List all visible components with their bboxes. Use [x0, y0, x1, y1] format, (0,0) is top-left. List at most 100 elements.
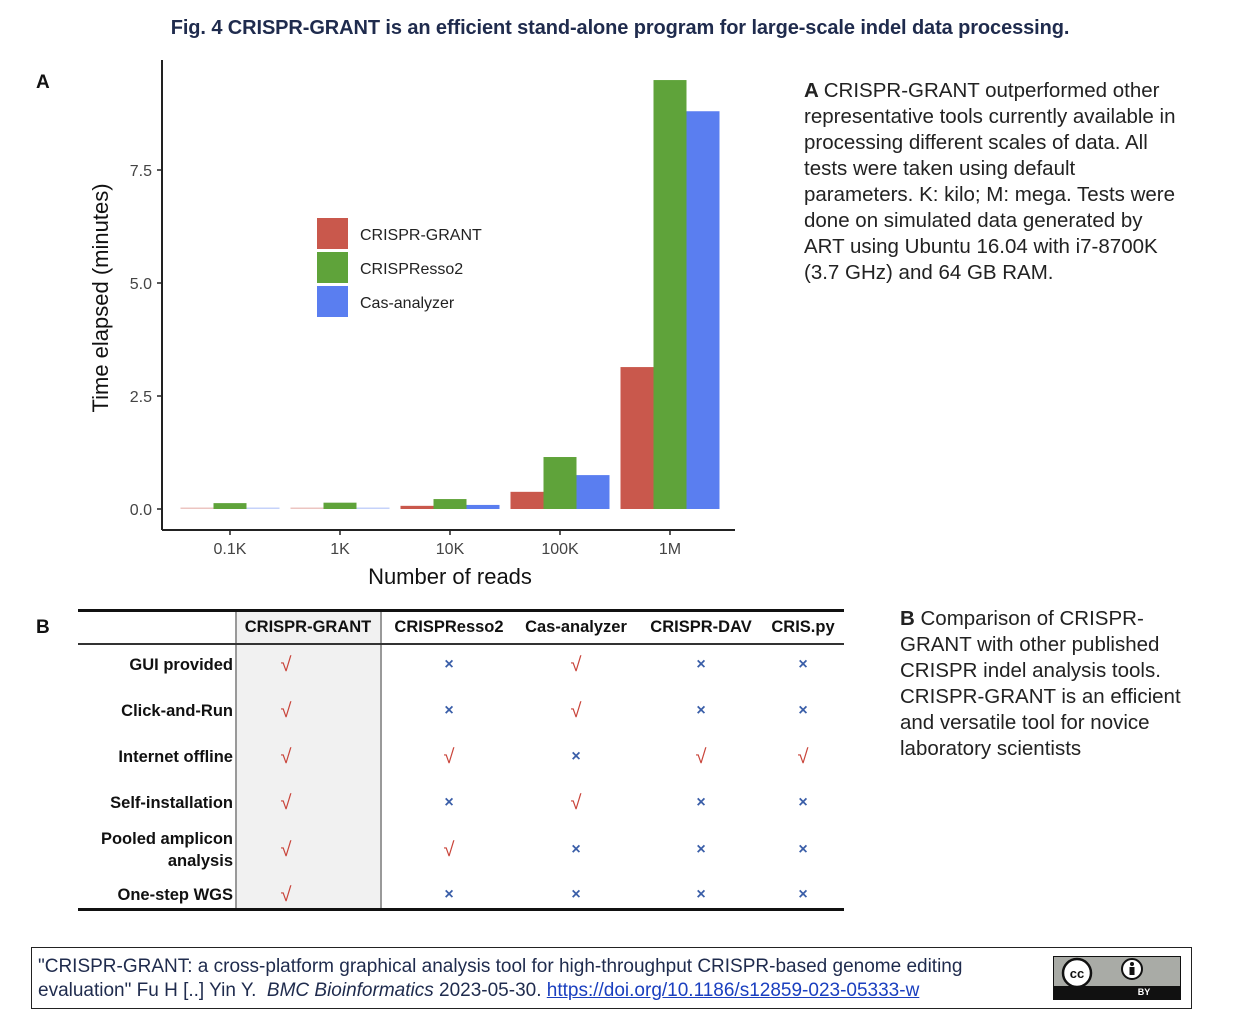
bar	[400, 505, 434, 509]
check-icon: √	[280, 792, 292, 814]
cross-icon: ×	[696, 886, 706, 903]
panel-a-caption-line: processing different scales of data. All	[804, 131, 1148, 154]
panel-a-caption-line: tests were taken using default	[804, 157, 1076, 180]
cc-by-icon: cc	[1061, 957, 1143, 987]
cross-icon: ×	[798, 794, 808, 811]
check-icon: √	[570, 700, 582, 722]
cross-icon: ×	[798, 886, 808, 903]
check-icon: √	[443, 839, 455, 861]
column-header: Cas-analyzer	[525, 618, 627, 636]
bar	[653, 80, 687, 509]
panel-b-caption-line: CRISPR indel analysis tools.	[900, 659, 1161, 682]
legend-label: CRISPR-GRANT	[360, 227, 482, 244]
legend-label: CRISPResso2	[360, 261, 463, 278]
bar	[466, 504, 500, 509]
cross-icon: ×	[444, 794, 454, 811]
column-header: CRISPResso2	[394, 618, 504, 636]
check-icon: √	[695, 746, 707, 768]
bar	[246, 507, 280, 509]
panel-b-caption-line: B Comparison of CRISPR-	[900, 607, 1144, 630]
table-rule-top	[78, 609, 844, 612]
license-label: BY	[1137, 987, 1151, 997]
check-icon: √	[280, 839, 292, 861]
check-icon: √	[570, 792, 582, 814]
cross-icon: ×	[571, 841, 581, 858]
citation-text: "CRISPR-GRANT: a cross-platform graphica…	[38, 955, 1048, 1003]
cc-by-license-badge[interactable]: cc BY	[1053, 956, 1181, 1000]
panel-b-caption: B Comparison of CRISPR- GRANT with other …	[900, 606, 1220, 762]
cross-icon: ×	[696, 702, 706, 719]
svg-text:cc: cc	[1070, 966, 1084, 981]
cross-icon: ×	[444, 886, 454, 903]
bar	[576, 475, 610, 509]
bar	[180, 507, 214, 509]
y-tick-label: 2.5	[130, 389, 152, 406]
panel-a-caption-line: representative tools currently available…	[804, 105, 1176, 128]
citation-journal: BMC Bioinformatics	[266, 980, 434, 1001]
panel-a-letter: A	[36, 72, 50, 93]
panel-a-caption-line: done on simulated data generated by	[804, 209, 1143, 232]
cross-icon: ×	[444, 702, 454, 719]
bar-chart: 0.0 2.5 5.0 7.5 0.1K 1K 10K 100K 1M Number of rea…	[88, 60, 735, 589]
table-rule-bottom	[78, 908, 844, 911]
bar	[686, 111, 720, 510]
bar	[356, 507, 390, 509]
row-label: Pooled amplicon analysis	[100, 830, 233, 870]
x-axis-title: Number of reads	[368, 564, 532, 589]
bar	[543, 457, 577, 509]
check-icon: √	[570, 654, 582, 676]
check-icon: √	[280, 654, 292, 676]
check-icon: √	[443, 746, 455, 768]
citation-authors: evaluation" Fu H [..] Yin Y.	[38, 980, 257, 1001]
bar	[433, 499, 467, 509]
cross-icon: ×	[696, 656, 706, 673]
doi-link[interactable]: https://doi.org/10.1186/s12859-023-05333…	[546, 980, 920, 1001]
check-icon: √	[280, 700, 292, 722]
citation-date: 2023-05-30.	[439, 980, 542, 1001]
cross-icon: ×	[798, 841, 808, 858]
row-label: One-step WGS	[117, 886, 233, 904]
panel-b-caption-line: GRANT with other published	[900, 633, 1160, 656]
panel-b-caption-line: CRISPR-GRANT is an efficient	[900, 685, 1181, 708]
panel-b-caption-lead: B	[900, 607, 921, 630]
row-label: GUI provided	[129, 656, 233, 674]
legend-label: Cas-analyzer	[360, 295, 455, 312]
bar	[620, 367, 654, 509]
legend-swatch	[317, 218, 348, 249]
bar	[213, 503, 247, 509]
bar	[323, 502, 357, 509]
panel-a-caption: A CRISPR-GRANT outperformed other represe…	[804, 78, 1224, 286]
panel-a-caption-lead: A	[804, 79, 824, 102]
row-label: Internet offline	[118, 748, 233, 766]
y-tick-label: 5.0	[130, 276, 152, 293]
cross-icon: ×	[444, 656, 454, 673]
cross-icon: ×	[696, 794, 706, 811]
highlight-column	[235, 612, 382, 908]
y-tick-label: 0.0	[130, 502, 152, 519]
x-tick-label: 1M	[659, 541, 681, 558]
column-header: CRISPR-DAV	[650, 618, 752, 636]
bar	[510, 491, 544, 509]
legend-swatch	[317, 252, 348, 283]
panel-a-caption-line: A CRISPR-GRANT outperformed other	[804, 79, 1160, 102]
cross-icon: ×	[571, 748, 581, 765]
row-label: Self-installation	[110, 794, 233, 812]
check-icon: √	[280, 884, 292, 906]
y-axis-title: Time elapsed (minutes)	[88, 183, 113, 412]
check-icon: √	[797, 746, 809, 768]
cross-icon: ×	[798, 656, 808, 673]
check-icon: √	[280, 746, 292, 768]
citation-box: "CRISPR-GRANT: a cross-platform graphica…	[31, 947, 1192, 1009]
column-header: CRIS.py	[771, 618, 835, 636]
row-label: Click-and-Run	[121, 702, 233, 720]
panel-b-caption-line: and versatile tool for novice	[900, 711, 1150, 734]
figure-title: Fig. 4 CRISPR-GRANT is an efficient stan…	[170, 17, 1070, 39]
bar	[290, 507, 324, 509]
panel-a-caption-line: ART using Ubuntu 16.04 with i7-8700K	[804, 235, 1158, 258]
panel-a-caption-line: parameters. K: kilo; M: mega. Tests were	[804, 183, 1176, 206]
table-rule-header	[78, 643, 844, 645]
cross-icon: ×	[696, 841, 706, 858]
legend-swatch	[317, 286, 348, 317]
x-tick-label: 1K	[330, 541, 350, 558]
x-tick-label: 100K	[541, 541, 579, 558]
